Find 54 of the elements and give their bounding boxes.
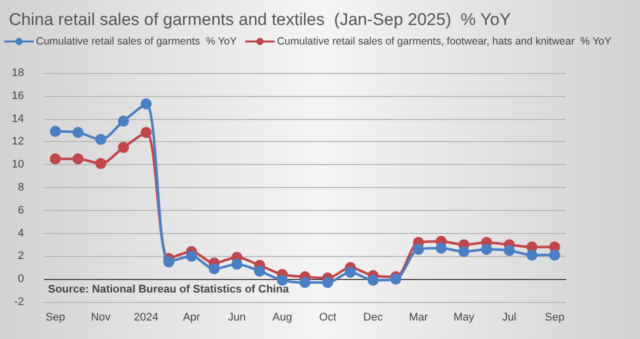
x-tick-label: Sep [46,312,66,324]
point [368,274,379,286]
point [344,266,356,278]
point [458,246,470,258]
y-tick-label: -2 [14,296,24,308]
chart-title: China retail sales of garments and textiles (Jan-Sep 2025) % YoY [9,10,511,29]
y-tick-label: 0 [18,273,24,286]
y-tick-label: 8 [18,182,24,194]
x-tick-label: Mar [409,312,428,324]
x-tick-label: Dec [363,312,384,324]
point [254,266,266,277]
y-tick-label: 16 [12,90,24,102]
point [118,142,129,153]
x-tick-label: May [453,312,475,324]
x-tick-label: Nov [90,312,112,324]
x-tick-label: Aug [272,312,292,324]
y-tick-label: 2 [18,250,24,262]
y-tick-label: 14 [12,112,24,125]
y-tick-label: 18 [12,67,24,79]
y-tick-label: 6 [18,204,24,216]
x-tick-label: 2024 [134,312,158,324]
point [504,244,515,256]
point [140,98,152,110]
point [436,242,447,254]
y-tick-label: 10 [12,158,24,171]
point [390,274,402,285]
point [186,250,198,262]
point [231,258,242,270]
point [549,250,560,261]
legend-label: Cumulative retail sales of garments % YoY [36,36,237,48]
y-tick-label: 12 [12,136,24,148]
point [322,277,334,288]
x-tick-label: Oct [319,312,336,324]
point [72,127,84,138]
point [208,263,220,274]
legend-label: Cumulative retail sales of garments, footwear, hats and knitwear % YoY [276,36,612,48]
point [118,116,129,127]
x-tick-label: Sep [544,312,564,324]
point [72,153,84,164]
point [50,153,61,164]
x-tick-label: Jun [228,312,246,324]
x-tick-label: Apr [182,312,200,324]
point [95,134,106,145]
x-tick-label: Jul [502,312,516,324]
point [412,244,424,255]
annotation: Source: National Bureau of Statistics of China [48,284,290,296]
point [163,256,174,268]
point [300,277,310,288]
point [481,244,492,255]
point [140,127,152,138]
y-tick-label: 4 [18,227,24,240]
point [95,158,106,169]
point [50,126,61,137]
point [526,250,538,261]
